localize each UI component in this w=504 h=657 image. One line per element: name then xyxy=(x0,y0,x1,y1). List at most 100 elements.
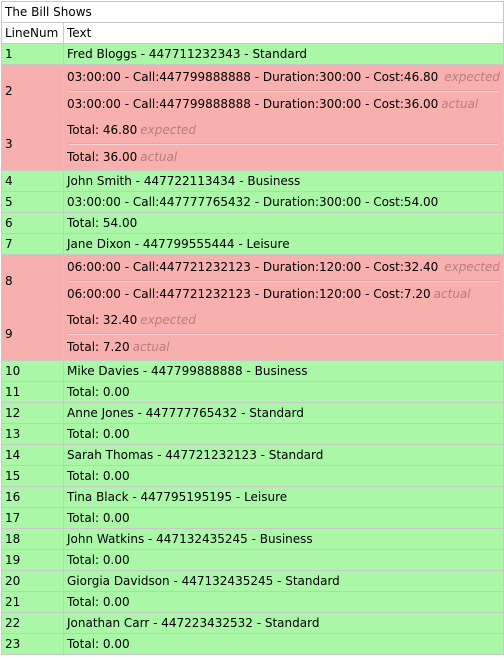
text-cell-mismatch: Total: 32.40 expected Total: 7.20 actual xyxy=(63,307,504,361)
text-cell: Total: 54.00 xyxy=(63,212,504,234)
text-cell: Fred Bloggs - 447711232343 - Standard xyxy=(63,43,504,65)
text-cell: John Watkins - 447132435245 - Business xyxy=(63,528,504,550)
text-cell: Anne Jones - 447777765432 - Standard xyxy=(63,402,504,424)
actual-line: 06:00:00 - Call:447721232123 - Duration:… xyxy=(67,282,500,307)
column-header-linenum: LineNum xyxy=(1,22,64,44)
table-row: 2 expected 03:00:00 - Call:447799888888 - … xyxy=(1,64,504,118)
expected-value: Total: 32.40 xyxy=(67,313,138,327)
table-row: 15 Total: 0.00 xyxy=(1,465,504,487)
table-row: 13 Total: 0.00 xyxy=(1,423,504,445)
text-cell: Total: 0.00 xyxy=(63,465,504,487)
text-cell: Sarah Thomas - 447721232123 - Standard xyxy=(63,444,504,466)
table-row: 17 Total: 0.00 xyxy=(1,507,504,529)
table-row: 5 03:00:00 - Call:447777765432 - Duration… xyxy=(1,191,504,213)
table-row: 4 John Smith - 447722113434 - Business xyxy=(1,170,504,192)
expected-tag: expected xyxy=(444,260,500,274)
expected-line: Total: 46.80 expected xyxy=(67,119,500,144)
actual-line: 03:00:00 - Call:447799888888 - Duration:… xyxy=(67,92,500,117)
actual-line: Total: 7.20 actual xyxy=(67,335,500,360)
actual-line: Total: 36.00 actual xyxy=(67,145,500,170)
line-number-cell: 8 xyxy=(1,254,64,308)
text-cell: 03:00:00 - Call:447777765432 - Duration:… xyxy=(63,191,504,213)
table-row: 12 Anne Jones - 447777765432 - Standard xyxy=(1,402,504,424)
line-number-cell: 12 xyxy=(1,402,64,424)
text-cell: Total: 0.00 xyxy=(63,549,504,571)
actual-tag: actual xyxy=(140,150,178,164)
expected-tag: expected xyxy=(140,313,197,327)
text-cell-mismatch: expected 06:00:00 - Call:447721232123 - D… xyxy=(63,254,504,308)
table-row: 19 Total: 0.00 xyxy=(1,549,504,571)
actual-value: Total: 36.00 xyxy=(67,150,138,164)
line-number-cell: 7 xyxy=(1,233,64,255)
expected-tag: expected xyxy=(140,123,197,137)
expected-line: Total: 32.40 expected xyxy=(67,309,500,334)
table-header-row: LineNum Text xyxy=(1,22,504,44)
actual-tag: actual xyxy=(441,97,479,111)
line-number-cell: 11 xyxy=(1,381,64,403)
expected-value: 03:00:00 - Call:447799888888 - Duration:… xyxy=(67,70,439,84)
text-cell-mismatch: Total: 46.80 expected Total: 36.00 actual xyxy=(63,117,504,171)
table-row: 9 Total: 32.40 expected Total: 7.20 actual xyxy=(1,307,504,361)
table-row: 16 Tina Black - 447795195195 - Leisure xyxy=(1,486,504,508)
text-cell: Total: 0.00 xyxy=(63,633,504,655)
line-number-cell: 23 xyxy=(1,633,64,655)
actual-value: 03:00:00 - Call:447799888888 - Duration:… xyxy=(67,97,439,111)
actual-value: 06:00:00 - Call:447721232123 - Duration:… xyxy=(67,287,431,301)
table-row: 10 Mike Davies - 447799888888 - Business xyxy=(1,360,504,382)
line-number-cell: 1 xyxy=(1,43,64,65)
table-title: The Bill Shows xyxy=(1,1,504,23)
line-number-cell: 2 xyxy=(1,64,64,118)
expected-line: expected 06:00:00 - Call:447721232123 - D… xyxy=(67,256,500,281)
line-number-cell: 16 xyxy=(1,486,64,508)
text-cell: Total: 0.00 xyxy=(63,507,504,529)
line-number-cell: 6 xyxy=(1,212,64,234)
line-number-cell: 3 xyxy=(1,117,64,171)
line-number-cell: 5 xyxy=(1,191,64,213)
line-number-cell: 14 xyxy=(1,444,64,466)
table-row: 23 Total: 0.00 xyxy=(1,633,504,655)
expected-value: Total: 46.80 xyxy=(67,123,138,137)
line-number-cell: 13 xyxy=(1,423,64,445)
column-header-text: Text xyxy=(63,22,504,44)
text-cell-mismatch: expected 03:00:00 - Call:447799888888 - D… xyxy=(63,64,504,118)
expected-actual-divider xyxy=(69,280,498,282)
line-number-cell: 4 xyxy=(1,170,64,192)
text-cell: Tina Black - 447795195195 - Leisure xyxy=(63,486,504,508)
table-title-row: The Bill Shows xyxy=(1,1,504,23)
table-row: 11 Total: 0.00 xyxy=(1,381,504,403)
text-cell: Jonathan Carr - 447223432532 - Standard xyxy=(63,612,504,634)
expected-actual-divider xyxy=(69,333,498,335)
table-row: 6 Total: 54.00 xyxy=(1,212,504,234)
table-row: 3 Total: 46.80 expected Total: 36.00 actual xyxy=(1,117,504,171)
actual-tag: actual xyxy=(132,340,170,354)
table-row: 7 Jane Dixon - 447799555444 - Leisure xyxy=(1,233,504,255)
text-cell: Total: 0.00 xyxy=(63,381,504,403)
text-cell: Giorgia Davidson - 447132435245 - Standa… xyxy=(63,570,504,592)
table-row: 22 Jonathan Carr - 447223432532 - Standar… xyxy=(1,612,504,634)
line-number-cell: 20 xyxy=(1,570,64,592)
expected-value: 06:00:00 - Call:447721232123 - Duration:… xyxy=(67,260,439,274)
text-cell: John Smith - 447722113434 - Business xyxy=(63,170,504,192)
expected-tag: expected xyxy=(444,70,500,84)
table-row: 14 Sarah Thomas - 447721232123 - Standard xyxy=(1,444,504,466)
line-number-cell: 21 xyxy=(1,591,64,613)
table-row: 18 John Watkins - 447132435245 - Business xyxy=(1,528,504,550)
text-cell: Total: 0.00 xyxy=(63,423,504,445)
table-row: 20 Giorgia Davidson - 447132435245 - Stan… xyxy=(1,570,504,592)
actual-tag: actual xyxy=(433,287,471,301)
line-number-cell: 22 xyxy=(1,612,64,634)
line-number-cell: 9 xyxy=(1,307,64,361)
table-row: 21 Total: 0.00 xyxy=(1,591,504,613)
expected-actual-divider xyxy=(69,143,498,145)
expected-line: expected 03:00:00 - Call:447799888888 - D… xyxy=(67,66,500,91)
expected-actual-divider xyxy=(69,90,498,92)
text-cell: Mike Davies - 447799888888 - Business xyxy=(63,360,504,382)
line-number-cell: 19 xyxy=(1,549,64,571)
line-number-cell: 17 xyxy=(1,507,64,529)
text-cell: Jane Dixon - 447799555444 - Leisure xyxy=(63,233,504,255)
text-cell: Total: 0.00 xyxy=(63,591,504,613)
table-row: 1 Fred Bloggs - 447711232343 - Standard xyxy=(1,43,504,65)
line-number-cell: 10 xyxy=(1,360,64,382)
line-number-cell: 15 xyxy=(1,465,64,487)
